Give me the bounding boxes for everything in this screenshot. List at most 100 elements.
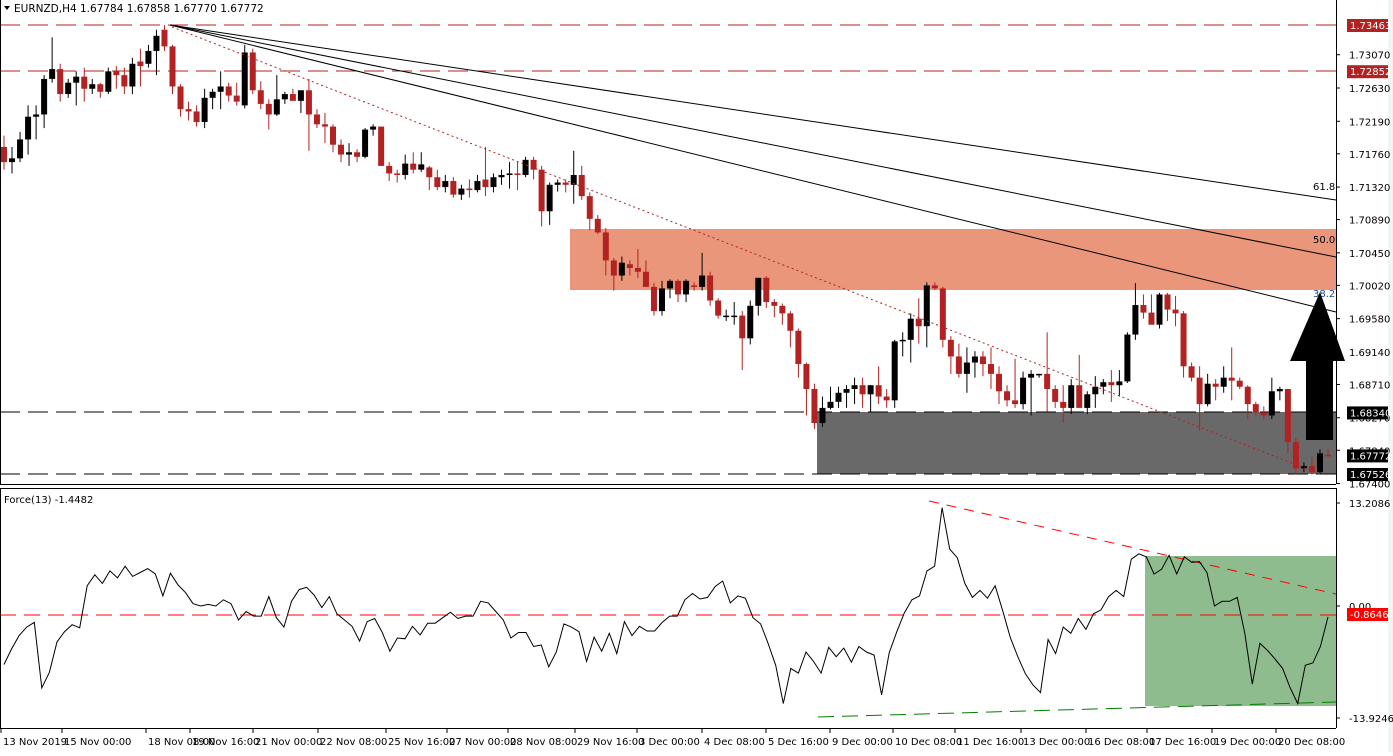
candle xyxy=(787,311,794,348)
price-panel[interactable]: 61.8 50.0 38.2 xyxy=(0,0,1345,485)
candle xyxy=(931,282,938,290)
candle xyxy=(81,67,88,102)
price-tick-label: 1.70450 xyxy=(1349,249,1390,260)
candle xyxy=(883,388,890,408)
svg-text:1.67772: 1.67772 xyxy=(1350,451,1391,462)
candle xyxy=(971,351,978,378)
time-tick-label: 11 Dec 16:00 xyxy=(957,737,1024,748)
chart-header: EURNZD,H4 1.67784 1.67858 1.67770 1.6777… xyxy=(4,3,264,15)
candle xyxy=(249,48,256,95)
time-tick-label: 25 Nov 16:00 xyxy=(388,737,455,748)
force-descending-trendline[interactable] xyxy=(928,500,1337,595)
candle xyxy=(65,78,72,98)
force-index-line xyxy=(3,507,1329,706)
candle xyxy=(73,71,80,106)
candle xyxy=(811,383,818,430)
candle xyxy=(17,131,24,163)
candle xyxy=(996,366,1003,405)
candle xyxy=(755,277,762,316)
candle xyxy=(763,276,770,309)
fib-fan-line-61-8[interactable] xyxy=(169,24,1337,201)
candle xyxy=(1140,294,1147,319)
candle xyxy=(1044,332,1051,412)
candle xyxy=(875,366,882,405)
candle xyxy=(1228,347,1235,401)
candle xyxy=(378,126,385,166)
candle xyxy=(506,162,513,189)
price-tag-horizontal-level: 1.72852 xyxy=(1347,65,1391,79)
indicator-axis-zero: 0.00 xyxy=(1349,602,1371,613)
candle xyxy=(803,362,810,416)
candle xyxy=(57,63,64,102)
candle xyxy=(939,286,946,348)
candle xyxy=(1132,283,1139,340)
candle xyxy=(257,81,264,110)
candle xyxy=(707,271,714,306)
candle xyxy=(955,343,962,378)
candle xyxy=(771,298,778,318)
candle xyxy=(193,105,200,127)
collapse-triangle-icon[interactable] xyxy=(4,6,10,10)
price-axis[interactable]: 1.73070 1.72630 1.72190 1.71760 1.71320 1.708… xyxy=(1336,19,1391,491)
candle xyxy=(1100,379,1107,395)
candle xyxy=(699,252,706,291)
candle xyxy=(562,179,569,193)
candle xyxy=(594,215,601,234)
time-tick-label: 22 Nov 08:00 xyxy=(320,737,387,748)
time-tick-label: 29 Nov 16:00 xyxy=(577,737,644,748)
price-tag-horizontal-level: 1.67526 xyxy=(1347,468,1391,481)
svg-text:1.72852: 1.72852 xyxy=(1350,67,1391,78)
candle xyxy=(201,88,208,129)
candle xyxy=(1012,358,1019,408)
descending-trendline[interactable] xyxy=(171,26,1321,475)
candle xyxy=(1156,292,1163,329)
candle xyxy=(362,128,369,159)
candle xyxy=(305,78,312,151)
candle xyxy=(418,152,425,172)
price-tick-label: 1.71760 xyxy=(1349,150,1390,161)
price-tick-label: 1.68710 xyxy=(1349,380,1390,391)
candle xyxy=(963,347,970,393)
price-tick-label: 1.70020 xyxy=(1349,281,1390,292)
candle xyxy=(795,328,802,378)
time-tick-label: 10 Dec 08:00 xyxy=(895,737,962,748)
price-tag-horizontal-level: 1.73463 xyxy=(1347,19,1391,32)
candle xyxy=(618,256,625,281)
candle xyxy=(650,283,657,316)
fib-fan-line-38-2[interactable] xyxy=(169,24,1337,313)
candle xyxy=(667,279,674,299)
candle xyxy=(1204,373,1211,407)
svg-text:1.67526: 1.67526 xyxy=(1350,470,1391,481)
time-tick-label: 17 Dec 16:00 xyxy=(1149,737,1216,748)
candle xyxy=(658,280,665,316)
fib-label-38-2: 38.2 xyxy=(1313,289,1335,300)
candle xyxy=(1316,449,1323,475)
candle xyxy=(498,169,505,185)
candle xyxy=(1292,438,1299,475)
indicator-axis-min: -13.9246 xyxy=(1349,714,1393,725)
candle xyxy=(634,249,641,278)
candle xyxy=(1068,379,1075,414)
time-tick-label: 28 Nov 08:00 xyxy=(510,737,577,748)
force-index-panel[interactable]: Force(13) -1.4482 xyxy=(0,488,1337,729)
candle xyxy=(1260,406,1267,420)
candle xyxy=(987,347,994,389)
indicator-axis[interactable]: 13.2086 0.00 -13.9246 -0.8646 xyxy=(1336,499,1393,725)
fib-fan-line-50-0[interactable] xyxy=(169,24,1337,258)
force-ascending-trendline[interactable] xyxy=(817,701,1337,718)
candle xyxy=(779,303,786,325)
candle xyxy=(578,165,585,200)
candle xyxy=(1188,362,1195,382)
candle xyxy=(321,112,328,144)
candle xyxy=(835,386,842,408)
time-tick-label: 27 Nov 00:00 xyxy=(449,737,516,748)
chart-title: EURNZD,H4 1.67784 1.67858 1.67770 1.6777… xyxy=(14,3,264,15)
force-green-zone xyxy=(1145,556,1336,706)
time-tick-label: 16 Dec 08:00 xyxy=(1088,737,1155,748)
candle xyxy=(434,169,441,191)
candle xyxy=(739,311,746,371)
candle xyxy=(1325,448,1331,457)
